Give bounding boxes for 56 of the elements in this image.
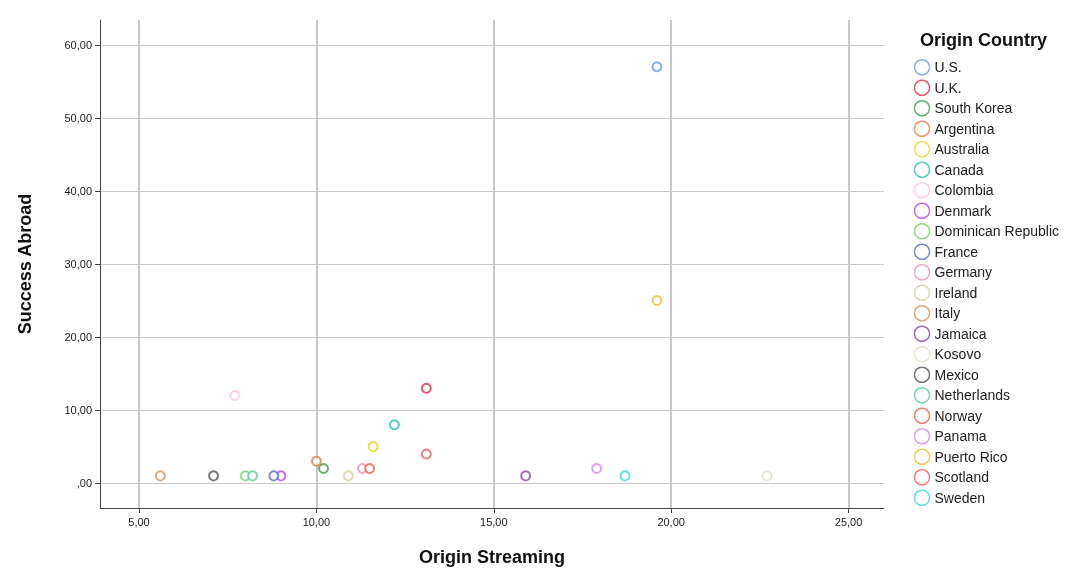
y-tick-label: 30,00 [64,258,92,270]
legend-label: Scotland [934,469,989,486]
point [247,470,259,482]
legend-label: Puerto Rico [934,448,1008,465]
point [420,448,432,460]
point [208,470,220,482]
y-tick-label: 40,00 [64,184,92,197]
legend-label: Norway [934,407,982,424]
x-tick-label: 5,00 [128,515,150,528]
point [310,455,322,467]
legend-label: Kosovo [934,346,982,363]
y-tick-label: ,00 [76,477,92,490]
legend-title: Origin Country [920,30,1048,50]
legend-label: Netherlands [934,387,1010,404]
point [364,463,376,475]
legend-label: Denmark [934,202,993,219]
point [367,441,379,453]
x-tick-label: 15,00 [480,515,508,528]
legend-label: Jamaica [934,325,987,342]
legend-label: Mexico [934,366,980,383]
x-axis-title: Origin Streaming [418,547,566,567]
y-tick-label: 10,00 [64,404,92,417]
legend-label: Canada [934,161,984,178]
legend-label: Italy [934,305,961,322]
legend-label: Sweden [934,489,986,506]
legend-label: Dominican Republic [934,223,1060,240]
y-tick-label: 60,00 [64,38,92,51]
point [651,61,663,73]
legend-label: U.S. [934,59,962,76]
y-tick-label: 50,00 [64,111,92,124]
point [619,470,631,482]
point [388,419,400,431]
point [268,470,280,482]
legend-label: Argentina [934,120,995,137]
point [520,470,532,482]
legend-label: France [934,243,979,260]
x-tick-label: 20,00 [657,515,685,528]
legend-label: Ireland [934,284,978,301]
point [342,470,354,482]
legend-label: Germany [934,264,993,281]
y-axis-title: Success Abroad [15,193,35,335]
legend-label: U.K. [934,79,962,96]
legend-label: Panama [934,428,987,445]
point [154,470,166,482]
legend-label: Colombia [934,182,994,199]
point [229,390,241,401]
point [591,463,603,475]
legend-label: Australia [934,141,990,158]
point [318,463,329,475]
x-tick-label: 10,00 [302,515,331,528]
point [761,470,773,482]
point [651,295,663,307]
x-tick-label: 25,00 [834,515,863,528]
y-tick-label: 20,00 [64,331,92,344]
point [420,382,432,394]
legend-label: South Korea [934,100,1013,117]
